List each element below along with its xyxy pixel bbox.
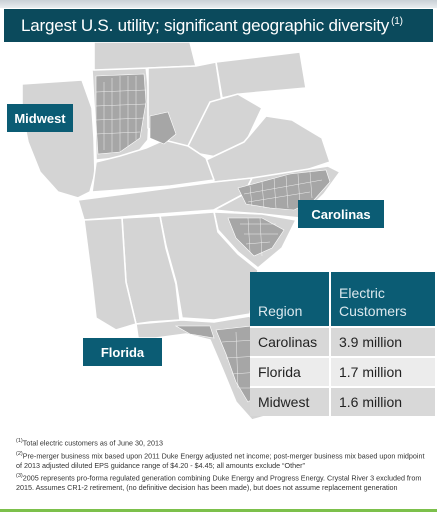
cell-customers: 1.7 million [329, 356, 435, 387]
state-kentucky [91, 139, 215, 193]
customers-table: Region Electric Customers Carolinas 3.9 … [250, 272, 435, 416]
state-illinois [21, 79, 96, 199]
page-title: Largest U.S. utility; significant geogra… [21, 15, 403, 35]
state-pennsylvania [215, 51, 307, 99]
footnote-2: (2)Pre-merger business mix based upon 20… [16, 450, 425, 470]
footnotes: (1)Total electric customers as of June 3… [16, 437, 431, 494]
title-footnote-ref: (1) [391, 15, 403, 27]
bottom-accent-line [0, 509, 437, 512]
cell-region: Florida [250, 356, 330, 387]
cell-customers: 3.9 million [329, 326, 435, 357]
cell-customers: 1.6 million [329, 386, 435, 416]
cell-region: Carolinas [250, 326, 330, 357]
footnote-1: (1)Total electric customers as of June 3… [16, 438, 163, 448]
state-mississippi [83, 217, 137, 331]
header-electric-customers: Electric Customers [329, 272, 435, 327]
header-region: Region [250, 272, 330, 327]
table-row: Florida 1.7 million [250, 356, 435, 387]
table-row: Carolinas 3.9 million [250, 326, 435, 357]
footnote-3: (3)2005 represents pro-forma regulated g… [16, 473, 422, 492]
region-label-carolinas: Carolinas [298, 200, 384, 228]
region-label-midwest: Midwest [7, 104, 73, 132]
cell-region: Midwest [250, 386, 330, 416]
title-bar: Largest U.S. utility; significant geogra… [4, 9, 433, 42]
customers-table-header: Region Electric Customers [250, 272, 435, 327]
table-row: Midwest 1.6 million [250, 386, 435, 416]
top-strip [0, 0, 437, 8]
state-michigan [93, 42, 197, 71]
region-label-florida: Florida [83, 338, 162, 366]
